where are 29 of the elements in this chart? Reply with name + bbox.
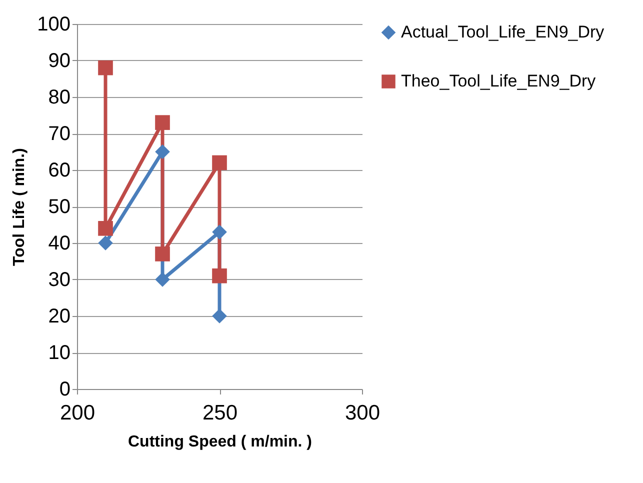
- y-tick-label: 40: [48, 232, 70, 254]
- legend-label: Theo_Tool_Life_EN9_Dry: [401, 72, 596, 90]
- point: [155, 144, 170, 160]
- point: [155, 246, 170, 262]
- point: [155, 115, 170, 130]
- legend-label: Actual_Tool_Life_EN9_Dry: [401, 22, 605, 42]
- y-tick-label: 70: [48, 123, 70, 145]
- point: [212, 268, 227, 284]
- y-tick-label: 50: [48, 196, 70, 218]
- point: [212, 224, 227, 240]
- y-tick-label: 100: [37, 14, 70, 36]
- point: [212, 308, 227, 324]
- y-tick-label: 30: [48, 269, 70, 291]
- y-tick-label: 90: [48, 50, 70, 72]
- x-tick-label: 200: [60, 402, 96, 424]
- y-tick-label: 60: [48, 160, 70, 182]
- point: [212, 155, 227, 170]
- x-axis-title: Cutting Speed ( m/min. ): [128, 434, 312, 450]
- point: [98, 220, 113, 236]
- y-axis-title: Tool Life ( min.): [11, 148, 28, 266]
- y-tick-label: 0: [59, 378, 70, 400]
- y-tick-label: 80: [48, 86, 70, 108]
- x-tick-label: 300: [344, 402, 380, 424]
- y-tick-label: 10: [48, 342, 70, 364]
- point: [98, 236, 113, 250]
- point: [98, 60, 113, 76]
- y-tick-label: 20: [48, 306, 70, 328]
- point: [155, 272, 170, 287]
- x-tick-label: 250: [202, 402, 238, 424]
